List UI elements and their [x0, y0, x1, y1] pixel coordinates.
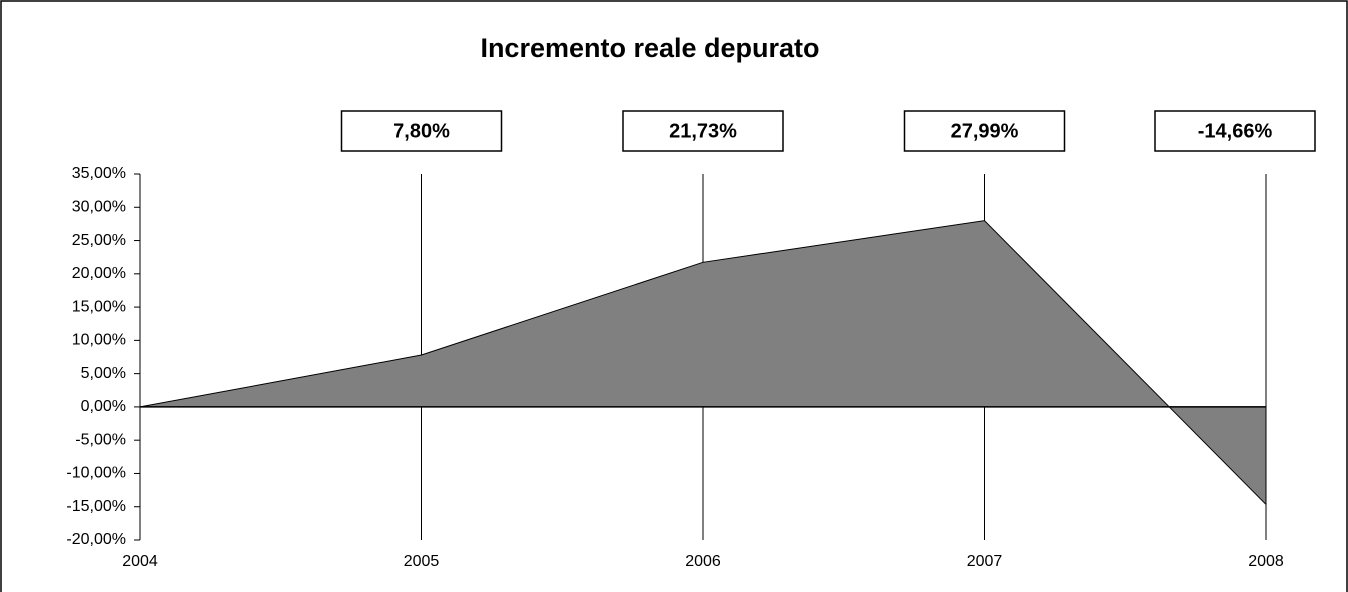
y-tick-label: 30,00% — [72, 198, 126, 215]
x-tick-label: 2006 — [685, 553, 721, 570]
y-tick-label: 25,00% — [72, 232, 126, 249]
value-label: -14,66% — [1198, 120, 1273, 142]
y-tick-label: 35,00% — [72, 165, 126, 182]
y-tick-label: 0,00% — [81, 398, 126, 415]
y-tick-label: -15,00% — [66, 498, 126, 515]
value-label-box — [340, 110, 503, 152]
y-tick-label: 10,00% — [72, 332, 126, 349]
x-tick-label: 2005 — [404, 553, 440, 570]
y-tick-label: -20,00% — [66, 531, 126, 548]
value-label-box — [622, 110, 784, 152]
x-tick-label: 2007 — [967, 553, 1003, 570]
y-tick-label: -10,00% — [66, 465, 126, 482]
x-tick-label: 2004 — [122, 553, 158, 570]
chart-title: Incremento reale depurato — [480, 33, 819, 63]
value-label: 27,99% — [951, 120, 1019, 142]
value-label-box — [1154, 110, 1316, 152]
value-label-box — [903, 110, 1066, 152]
value-label: 21,73% — [669, 120, 737, 142]
y-tick-label: -5,00% — [75, 431, 126, 448]
value-label: 7,80% — [393, 120, 450, 142]
y-tick-label: 5,00% — [81, 365, 126, 382]
y-tick-label: 20,00% — [72, 265, 126, 282]
x-tick-label: 2008 — [1248, 553, 1284, 570]
y-tick-label: 15,00% — [72, 298, 126, 315]
